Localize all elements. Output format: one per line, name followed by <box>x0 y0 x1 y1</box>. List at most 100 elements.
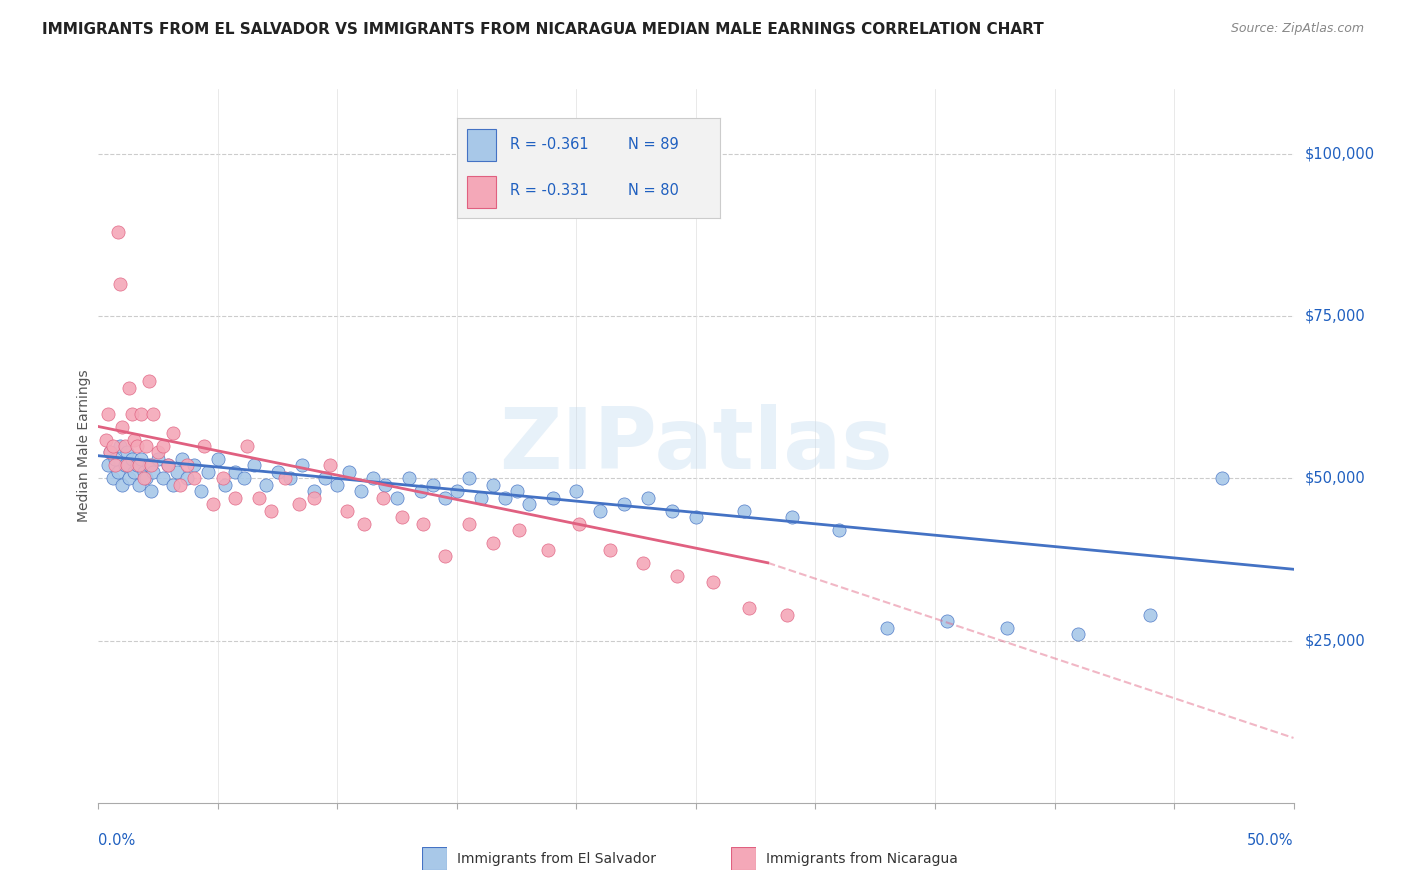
Point <box>148 445 170 459</box>
Point <box>411 484 433 499</box>
Text: 0.0%: 0.0% <box>98 833 135 848</box>
Point <box>224 465 246 479</box>
Point <box>142 407 165 421</box>
Point <box>537 542 560 557</box>
Point <box>374 478 396 492</box>
Point <box>541 491 564 505</box>
Point <box>247 491 270 505</box>
Point <box>172 452 194 467</box>
Point <box>214 478 236 492</box>
Point <box>254 478 277 492</box>
Point <box>166 465 188 479</box>
Point <box>242 458 264 473</box>
Point <box>398 471 420 485</box>
Point <box>494 491 516 505</box>
Point <box>111 478 134 492</box>
Point <box>290 458 312 473</box>
Point <box>115 445 138 459</box>
Point <box>315 471 337 485</box>
Point <box>131 407 153 421</box>
Point <box>197 465 219 479</box>
Point <box>517 497 540 511</box>
Point <box>737 601 759 615</box>
Point <box>156 458 179 473</box>
Point <box>1067 627 1090 641</box>
Text: Source: ZipAtlas.com: Source: ZipAtlas.com <box>1230 22 1364 36</box>
Point <box>128 478 150 492</box>
Point <box>121 452 143 467</box>
Point <box>353 516 375 531</box>
Point <box>422 478 444 492</box>
Point <box>776 607 799 622</box>
Point <box>132 465 155 479</box>
Point <box>114 439 136 453</box>
Text: $100,000: $100,000 <box>1305 146 1375 161</box>
Point <box>350 484 373 499</box>
Point <box>457 471 479 485</box>
Point <box>132 471 155 485</box>
Point <box>148 452 170 467</box>
Text: $50,000: $50,000 <box>1305 471 1365 486</box>
Point <box>124 433 146 447</box>
Point <box>733 504 755 518</box>
Point <box>135 471 157 485</box>
Point <box>702 575 724 590</box>
Point <box>139 484 162 499</box>
Point <box>589 504 612 518</box>
Point <box>162 425 184 440</box>
Point <box>114 458 136 473</box>
Point <box>568 516 591 531</box>
Point <box>135 439 157 453</box>
Point <box>111 419 134 434</box>
Point <box>506 484 529 499</box>
Point <box>202 497 225 511</box>
Point <box>457 516 479 531</box>
Point <box>128 458 150 473</box>
Point <box>108 277 131 291</box>
Point <box>337 465 360 479</box>
Point <box>936 614 959 628</box>
Point <box>101 439 124 453</box>
Point <box>319 458 342 473</box>
Point <box>995 621 1018 635</box>
Point <box>107 225 129 239</box>
Point <box>190 484 212 499</box>
Point <box>121 407 143 421</box>
Point <box>433 549 456 564</box>
Text: IMMIGRANTS FROM EL SALVADOR VS IMMIGRANTS FROM NICARAGUA MEDIAN MALE EARNINGS CO: IMMIGRANTS FROM EL SALVADOR VS IMMIGRANT… <box>42 22 1043 37</box>
Point <box>326 478 349 492</box>
Point <box>613 497 636 511</box>
Point <box>118 381 141 395</box>
Y-axis label: Median Male Earnings: Median Male Earnings <box>77 369 91 523</box>
Point <box>125 439 148 453</box>
Point <box>211 471 233 485</box>
Point <box>104 452 127 467</box>
Point <box>152 471 174 485</box>
Point <box>470 491 492 505</box>
Point <box>169 478 191 492</box>
Point <box>259 504 281 518</box>
Text: ZIPatlas: ZIPatlas <box>499 404 893 488</box>
Point <box>1139 607 1161 622</box>
Point <box>138 374 160 388</box>
Point <box>183 471 205 485</box>
Point <box>193 439 215 453</box>
Point <box>207 452 229 467</box>
Point <box>124 465 146 479</box>
Point <box>302 491 325 505</box>
Point <box>481 536 505 550</box>
Point <box>233 471 256 485</box>
Point <box>138 458 160 473</box>
Point <box>97 407 120 421</box>
Point <box>371 491 394 505</box>
Point <box>599 542 621 557</box>
Point <box>661 504 683 518</box>
Text: Immigrants from Nicaragua: Immigrants from Nicaragua <box>766 852 957 866</box>
Point <box>152 439 174 453</box>
Point <box>107 465 129 479</box>
Point <box>94 433 117 447</box>
Point <box>302 484 325 499</box>
Point <box>508 524 530 538</box>
Point <box>115 458 138 473</box>
Text: $25,000: $25,000 <box>1305 633 1365 648</box>
